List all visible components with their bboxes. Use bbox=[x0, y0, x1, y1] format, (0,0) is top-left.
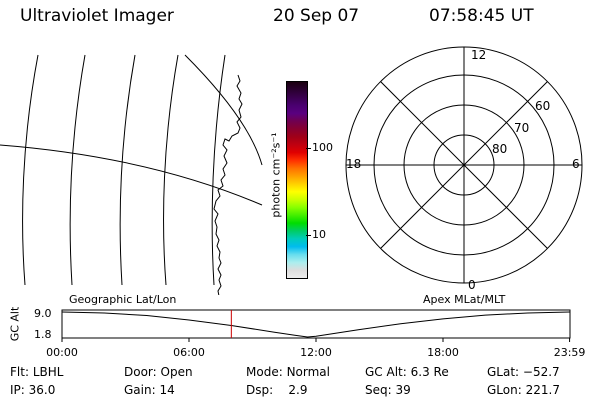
lon-line bbox=[163, 54, 179, 286]
colorbar-gradient bbox=[287, 82, 307, 278]
status-gain: Gain: 14 bbox=[124, 383, 175, 397]
mlt-label-18: 18 bbox=[346, 157, 361, 171]
colorbar-tick-label: 10 bbox=[312, 228, 326, 241]
mlat-label-80: 80 bbox=[492, 142, 507, 156]
colorbar-tick bbox=[306, 148, 311, 149]
instrument-title: Ultraviolet Imager bbox=[20, 6, 174, 26]
status-dsp: Dsp: 2.9 bbox=[246, 383, 308, 397]
map-boundary bbox=[184, 54, 263, 166]
mlat-label-70: 70 bbox=[514, 121, 529, 135]
polar-plot: 12 18 6 0 60 70 80 bbox=[345, 46, 583, 290]
timeline-xtick: 06:00 bbox=[173, 346, 205, 359]
status-mode: Mode: Normal bbox=[246, 365, 330, 379]
timeline-ytick: 9.0 bbox=[34, 307, 52, 320]
status-glon: GLon: 221.7 bbox=[487, 383, 560, 397]
status-gc-alt: GC Alt: 6.3 Re bbox=[365, 365, 449, 379]
lon-line bbox=[119, 54, 136, 286]
timeline-xtick: 00:00 bbox=[46, 346, 78, 359]
altitude-timeline bbox=[61, 309, 571, 342]
timeline-ytick: 1.8 bbox=[34, 328, 52, 341]
mlt-label-6: 6 bbox=[572, 157, 580, 171]
altitude-curve bbox=[61, 311, 570, 338]
lon-line bbox=[22, 54, 39, 286]
colorbar-unit-label: photon cm⁻²s⁻¹ bbox=[269, 132, 283, 218]
coastline bbox=[213, 74, 243, 295]
mlt-label-12: 12 bbox=[471, 48, 486, 62]
timeline-xtick: 12:00 bbox=[300, 346, 332, 359]
mlt-meridian bbox=[380, 81, 548, 249]
timeline-right-title: Apex MLat/MLT bbox=[423, 293, 506, 306]
lon-line bbox=[69, 54, 86, 286]
status-glat: GLat: −52.7 bbox=[487, 365, 560, 379]
colorbar-tick-label: 100 bbox=[312, 141, 333, 154]
mlt-label-0: 0 bbox=[468, 278, 476, 290]
geographic-map bbox=[0, 54, 263, 295]
status-door: Door: Open bbox=[124, 365, 193, 379]
timeline-left-title: Geographic Lat/Lon bbox=[69, 293, 177, 306]
status-ip: IP: 36.0 bbox=[10, 383, 56, 397]
time-label: 07:58:45 UT bbox=[429, 6, 534, 26]
timeline-xtick: 23:59 bbox=[553, 346, 586, 359]
lat-line bbox=[0, 144, 263, 206]
status-seq: Seq: 39 bbox=[365, 383, 411, 397]
status-flt: Flt: LBHL bbox=[10, 365, 64, 379]
timeline-xtick: 18:00 bbox=[427, 346, 459, 359]
mlat-label-60: 60 bbox=[535, 99, 550, 113]
colorbar bbox=[286, 81, 308, 279]
lon-line bbox=[211, 54, 226, 286]
colorbar-tick bbox=[306, 235, 311, 236]
date-label: 20 Sep 07 bbox=[273, 6, 360, 26]
